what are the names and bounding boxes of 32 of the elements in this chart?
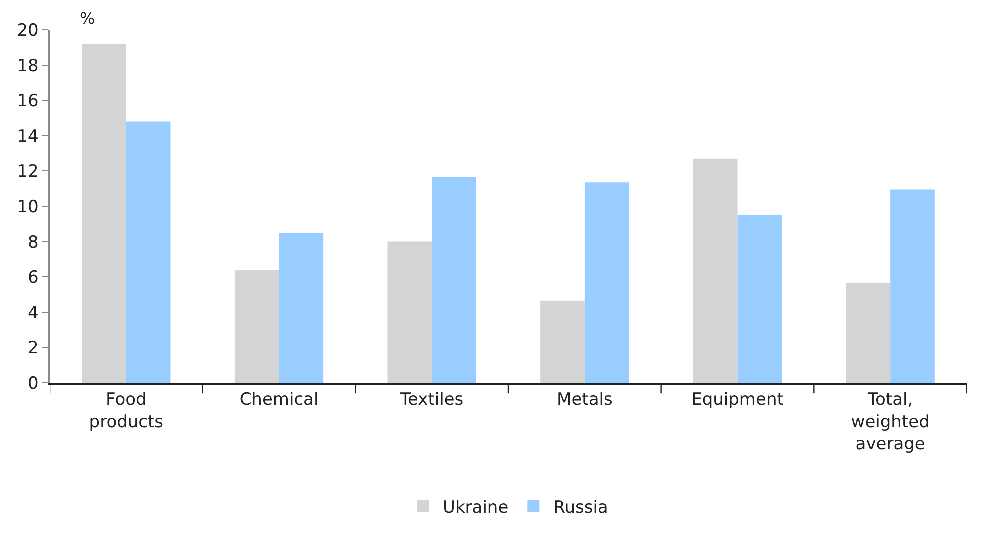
x-tick-label: Metals (557, 390, 613, 410)
x-tick-label: Equipment (692, 390, 784, 410)
bar (126, 122, 171, 383)
bar (279, 232, 324, 383)
bar (82, 44, 126, 383)
y-tick-label: 12 (17, 162, 39, 182)
legend-label: Russia (554, 498, 608, 518)
y-tick-label: 10 (17, 197, 39, 218)
x-tick-label: Food products (89, 390, 164, 432)
x-tick-label: Total, weighted average (851, 390, 930, 454)
y-tick-label: 16 (17, 92, 39, 112)
bar (890, 190, 935, 383)
bar (738, 215, 782, 383)
y-tick-label: 20 (17, 20, 39, 41)
y-axis-title: % (80, 9, 96, 28)
bar (584, 182, 630, 383)
bar (388, 242, 432, 383)
y-tick-label: 6 (28, 268, 39, 288)
legend-label: Ukraine (443, 498, 509, 518)
bar (540, 300, 585, 383)
y-tick-label: 18 (17, 56, 39, 76)
y-tick-label: 4 (28, 303, 39, 324)
y-tick-label: 8 (28, 232, 39, 253)
y-tick-label: 14 (17, 126, 39, 147)
bar (693, 158, 738, 383)
bar (846, 283, 891, 383)
y-tick-label: 2 (28, 338, 39, 359)
bar (432, 177, 476, 383)
y-tick-label: 0 (28, 374, 39, 394)
bar (234, 270, 280, 383)
x-tick-label: Chemical (240, 390, 319, 410)
x-tick-label: Textiles (400, 390, 464, 410)
